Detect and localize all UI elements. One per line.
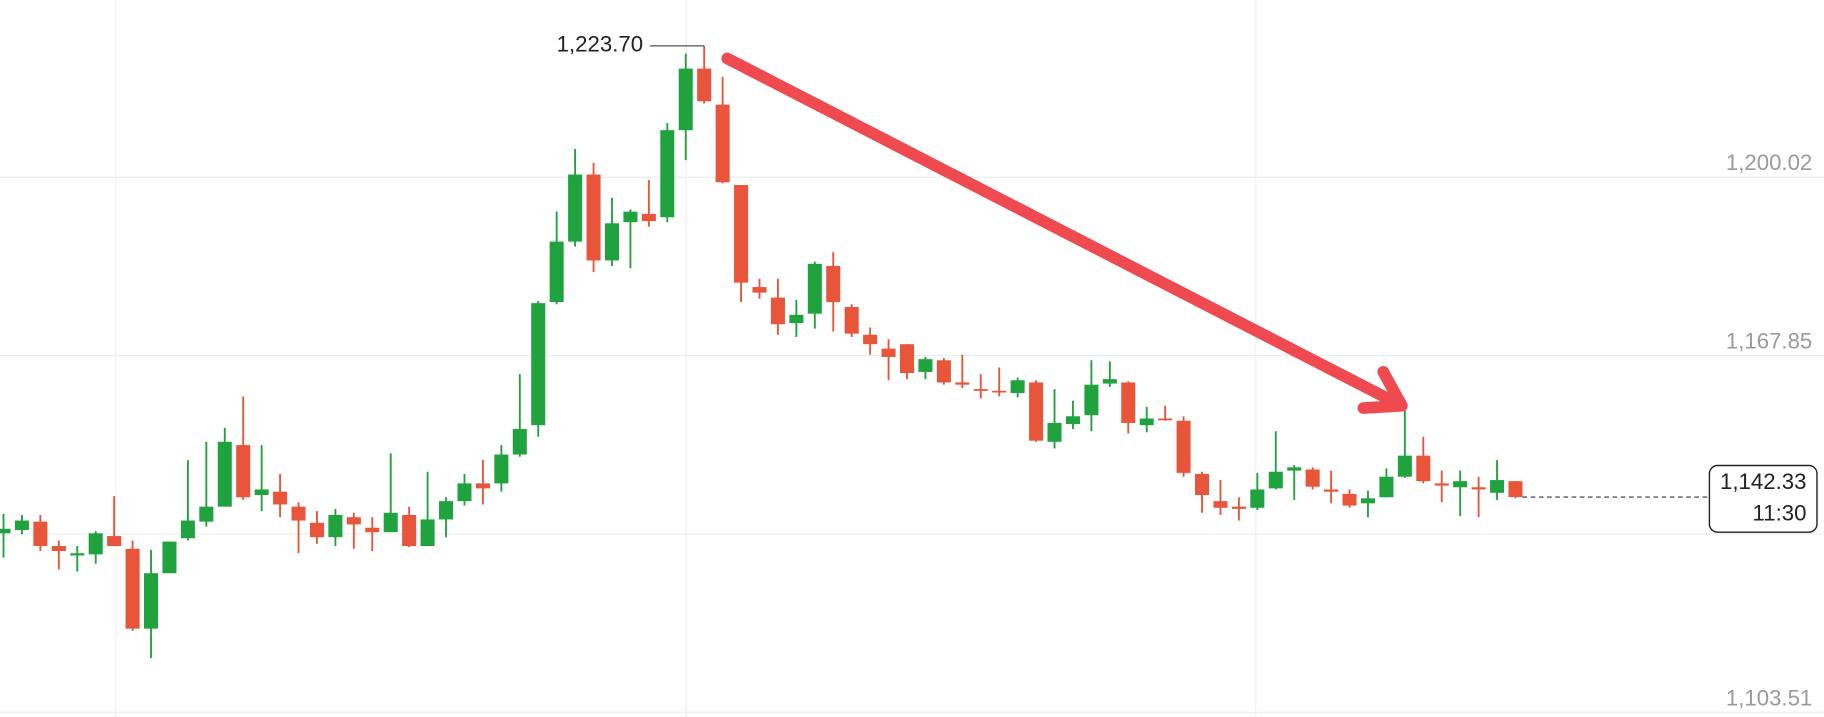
candle-body [697, 68, 712, 102]
candle-body [973, 389, 988, 391]
candle-body [236, 445, 251, 498]
last-price-box [1708, 464, 1818, 533]
candle-body [1195, 473, 1210, 496]
candle-body [14, 520, 29, 530]
candle-body [844, 307, 859, 334]
candle-body [752, 287, 767, 293]
candle-body [568, 174, 583, 242]
annotations: 1,223.70 1,142.33 11:30 [557, 32, 1818, 533]
candle-body [936, 360, 951, 383]
candle-body [512, 429, 527, 455]
candle-body [623, 211, 638, 223]
candle-body [734, 185, 749, 283]
candle-body [439, 501, 454, 520]
candle-body [918, 359, 933, 372]
candle-body [420, 519, 435, 547]
candle-body [1121, 382, 1136, 423]
candle-body [1176, 420, 1191, 473]
trend-arrow [721, 52, 1408, 414]
arrow-shaft [721, 52, 1401, 409]
candle-body [1287, 467, 1302, 471]
candle-body [1434, 483, 1449, 486]
candle-body [1379, 476, 1394, 498]
candle-body [1416, 455, 1431, 482]
grid: 1,103.511,135.681,167.851,200.02 [0, 150, 1824, 713]
candle-body [383, 512, 398, 533]
candle-body [291, 506, 306, 521]
candle-body [70, 553, 85, 556]
candle-body [1250, 489, 1265, 508]
candle-body [1490, 480, 1505, 493]
candle-body [273, 491, 288, 505]
candle-body [1047, 422, 1062, 442]
y-tick-label: 1,200.02 [1726, 150, 1812, 175]
candle-body [125, 548, 140, 629]
candle-body [88, 533, 103, 555]
candle-body [1397, 455, 1412, 477]
candle-body [1065, 416, 1080, 425]
candle-body [494, 454, 509, 484]
candle-body [1268, 471, 1283, 489]
candle-body [254, 489, 269, 496]
candle-body [0, 528, 11, 534]
y-tick-label: 1,103.51 [1726, 685, 1812, 710]
last-price-label: 1,142.33 [1720, 469, 1806, 494]
candle-body [826, 266, 841, 303]
candle-body [107, 536, 122, 547]
candle-body [1342, 493, 1357, 506]
candle-body [328, 514, 343, 538]
candle-body [1139, 418, 1154, 426]
candle-body [1324, 489, 1339, 492]
candle-body [346, 517, 361, 525]
candle-body [1360, 498, 1375, 504]
candle-body [789, 314, 804, 324]
candle-body [199, 506, 214, 522]
candle-body [309, 522, 324, 538]
countdown-label: 11:30 [1753, 500, 1807, 525]
candle-body [475, 483, 490, 489]
candle-body [1084, 384, 1099, 416]
candle-body [881, 348, 896, 357]
candle-body [641, 213, 656, 222]
candle-body [1158, 418, 1173, 421]
candle-body [992, 390, 1007, 393]
candle-body [402, 514, 417, 547]
candle-body [144, 573, 159, 629]
candle-body [1453, 481, 1468, 488]
candle-body [531, 303, 546, 426]
candle-body [1231, 506, 1246, 509]
candle-body [549, 241, 564, 303]
arrow-head [1357, 365, 1408, 414]
candle-body [217, 441, 232, 507]
candles [0, 45, 1523, 659]
candle-body [899, 344, 915, 374]
y-tick-label: 1,167.85 [1726, 329, 1812, 354]
candle-body [457, 483, 472, 502]
candle-body [1213, 501, 1228, 508]
candle-body [1102, 379, 1117, 384]
candle-body [1010, 380, 1025, 393]
candle-body [180, 520, 195, 539]
candle-body [1508, 481, 1523, 498]
candle-body [678, 68, 693, 131]
candle-body [162, 541, 177, 574]
candle-body [586, 174, 601, 261]
high-label: 1,223.70 [557, 32, 643, 57]
candle-body [955, 382, 970, 385]
candle-body [604, 223, 620, 261]
candle-body [1305, 469, 1320, 487]
candle-body [365, 527, 380, 533]
candle-body [715, 104, 730, 183]
candle-body [660, 130, 675, 218]
candle-body [863, 334, 878, 345]
candle-body [33, 521, 48, 547]
candle-body [1471, 487, 1486, 490]
candle-body [770, 297, 785, 325]
candle-body [807, 263, 822, 314]
candle-body [51, 546, 66, 552]
candle-body [1029, 382, 1044, 441]
